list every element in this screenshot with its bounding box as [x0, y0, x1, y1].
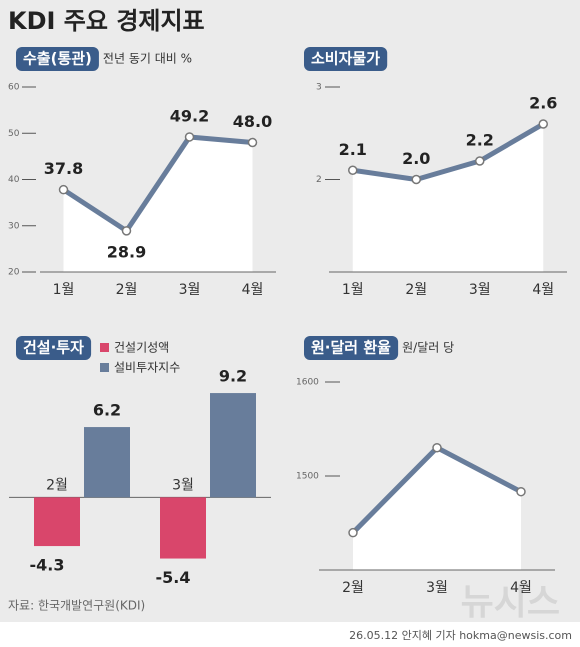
- point: [475, 156, 485, 166]
- title-badge: [16, 336, 92, 360]
- x-tick-label: 3월: [172, 477, 194, 493]
- chart-title: 원·달러 환율: [311, 339, 391, 357]
- y-tick-label: 20: [8, 268, 20, 278]
- x-tick-label: 4월: [510, 580, 532, 596]
- legend-label: 건설기성액: [114, 341, 169, 355]
- value-label: 9.2: [219, 367, 247, 386]
- x-tick-label: 1월: [53, 282, 75, 298]
- value-label: 28.9: [107, 242, 146, 261]
- legend-swatch: [100, 343, 109, 352]
- point: [247, 137, 258, 148]
- area: [63, 136, 253, 272]
- value-label: 2.0: [402, 149, 430, 168]
- y-tick-label: 60: [8, 83, 20, 93]
- value-label: 2.1: [339, 140, 367, 159]
- x-tick-label: 3월: [469, 282, 491, 298]
- chart-subtitle: 원/달러 당: [402, 341, 454, 355]
- watermark: 뉴시스: [461, 582, 560, 623]
- value-label: 2.2: [466, 131, 494, 150]
- line: [352, 121, 545, 182]
- y-tick-label: 2: [316, 175, 322, 185]
- legend-label: 설비투자지수: [114, 361, 180, 375]
- y-tick-label: 50: [8, 129, 20, 139]
- value-label: -5.4: [156, 568, 191, 587]
- x-tick-label: 3월: [426, 580, 448, 596]
- value-label: 49.2: [170, 106, 209, 125]
- title-badge: [16, 47, 99, 71]
- title-badge: [304, 336, 399, 360]
- value-label: 6.2: [93, 401, 121, 420]
- credit: 26.05.12 안지혜 기자 hokma@newsis.com: [349, 629, 572, 642]
- x-tick-label: 4월: [242, 282, 264, 298]
- value-label: 48.0: [233, 112, 272, 131]
- chart-title: 소비자물가: [311, 50, 380, 68]
- x-tick-label: 2월: [46, 477, 68, 493]
- point: [411, 174, 421, 185]
- x-tick-label: 2월: [405, 282, 427, 298]
- point: [58, 184, 69, 195]
- source: 자료: 한국개발연구원(KDI): [8, 599, 145, 613]
- bar: [34, 497, 80, 547]
- point: [348, 165, 358, 175]
- value-label: 37.8: [44, 159, 83, 178]
- y-tick-label: 3: [316, 83, 322, 93]
- x-tick-label: 1월: [342, 282, 364, 298]
- area: [353, 447, 521, 570]
- bar: [160, 497, 206, 559]
- page-title: KDI 주요 경제지표: [8, 7, 205, 35]
- chart-subtitle: 전년 동기 대비 %: [103, 52, 192, 66]
- area: [352, 124, 544, 272]
- chart-title: 건설·투자: [23, 339, 84, 357]
- value-label: -4.3: [30, 556, 65, 575]
- y-tick-label: 30: [8, 221, 20, 231]
- point: [432, 442, 442, 453]
- x-tick-label: 2월: [342, 580, 364, 596]
- point: [184, 132, 195, 142]
- line: [62, 134, 253, 234]
- x-tick-label: 2월: [116, 282, 138, 298]
- title-badge: [304, 47, 388, 71]
- x-tick-label: 4월: [532, 282, 554, 298]
- bar: [84, 427, 130, 498]
- value-label: 2.6: [529, 94, 557, 113]
- point: [516, 486, 526, 497]
- point: [121, 226, 132, 236]
- point: [538, 119, 548, 129]
- y-tick-label: 40: [8, 175, 20, 185]
- point: [348, 527, 358, 538]
- chart-title: 수출(통관): [23, 50, 92, 68]
- legend-swatch: [100, 363, 109, 372]
- x-tick-label: 3월: [179, 282, 201, 298]
- y-tick-label: 1500: [296, 472, 319, 482]
- bar: [210, 393, 256, 498]
- y-tick-label: 1600: [296, 378, 319, 388]
